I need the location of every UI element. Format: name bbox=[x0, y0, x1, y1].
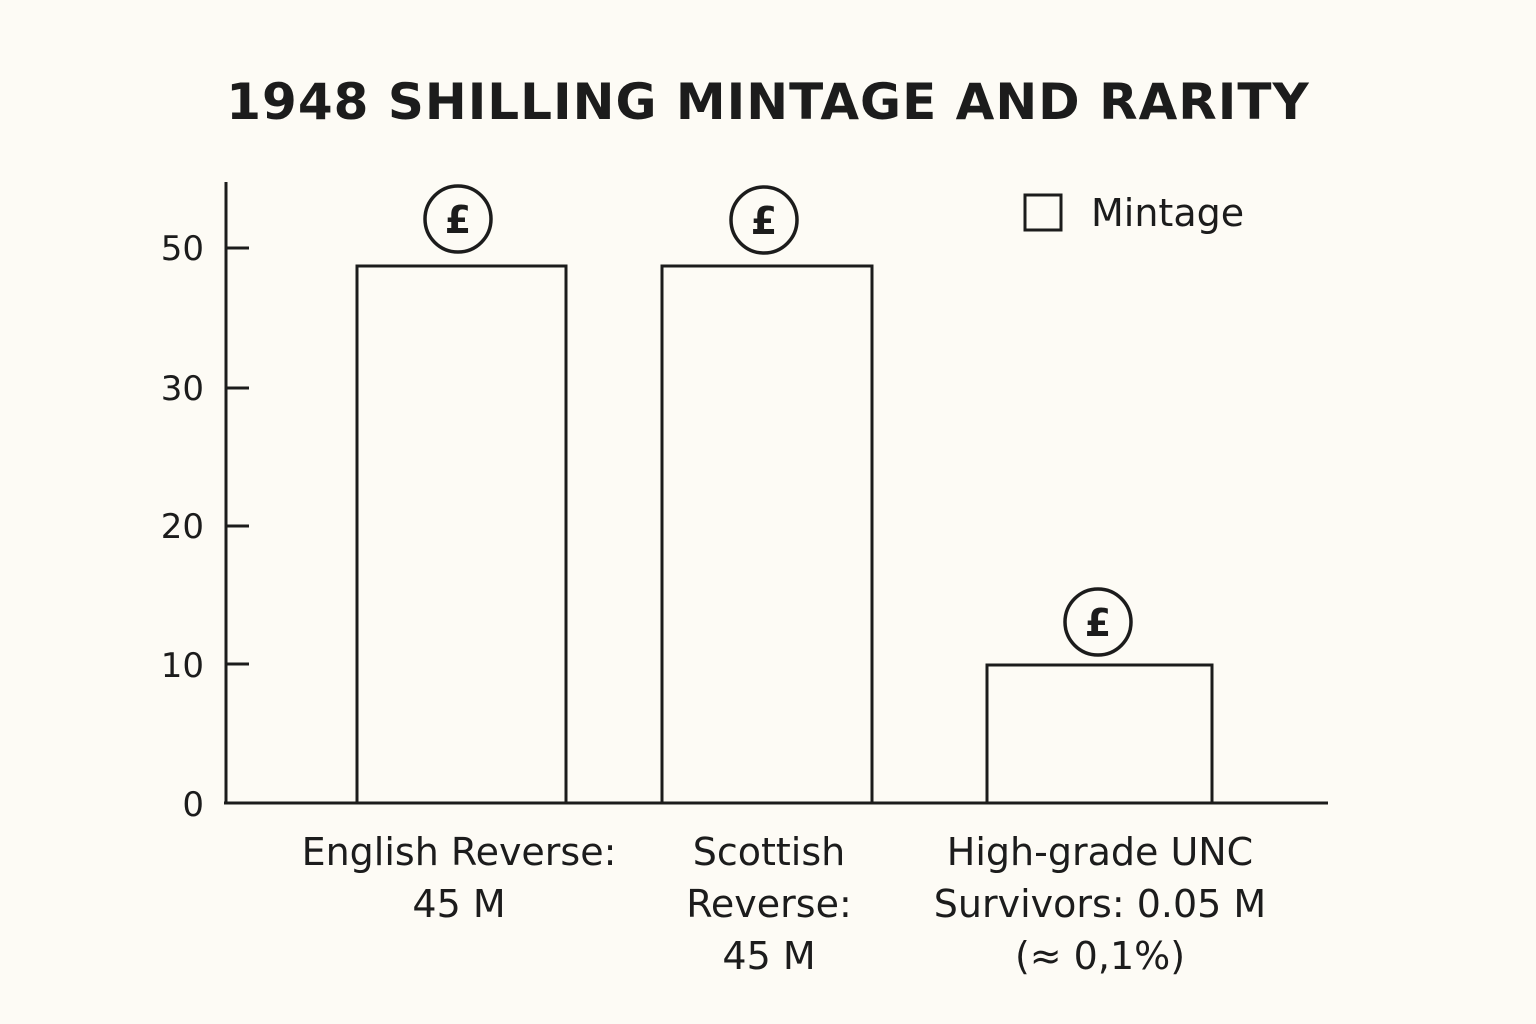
x-label-line: Reverse: bbox=[686, 882, 852, 926]
pound-coin-icon: £ bbox=[729, 185, 799, 255]
x-label-high-grade-unc-survivors: High-grade UNC Survivors: 0.05 M (≈ 0,1%… bbox=[900, 826, 1300, 982]
y-tick-label: 30 bbox=[161, 369, 204, 409]
x-label-line: 45 M bbox=[412, 882, 506, 926]
svg-text:£: £ bbox=[751, 199, 777, 243]
pound-coin-icon: £ bbox=[423, 184, 493, 254]
chart-title: 1948 SHILLING MINTAGE AND RARITY bbox=[226, 73, 1310, 131]
x-label-line: 45 M bbox=[722, 934, 816, 978]
svg-text:£: £ bbox=[445, 198, 471, 242]
x-label-line: (≈ 0,1%) bbox=[1014, 934, 1186, 978]
y-tick-label: 0 bbox=[182, 785, 204, 825]
x-label-line: Survivors: 0.05 M bbox=[933, 882, 1267, 926]
legend: Mintage bbox=[1023, 191, 1244, 235]
legend-swatch-icon bbox=[1023, 193, 1063, 232]
y-tick-label: 20 bbox=[161, 507, 204, 547]
bar-high-grade-unc-survivors[interactable] bbox=[985, 663, 1214, 805]
y-tick-label: 10 bbox=[161, 646, 204, 686]
legend-label: Mintage bbox=[1091, 191, 1244, 235]
y-tick-labels: 50 30 20 10 0 bbox=[161, 229, 204, 825]
bar-scottish-reverse[interactable] bbox=[660, 264, 874, 805]
y-ticks bbox=[226, 246, 249, 666]
x-label-scottish-reverse: Scottish Reverse: 45 M bbox=[619, 826, 919, 982]
x-label-line: English Reverse: bbox=[301, 830, 617, 874]
x-label-english-reverse: English Reverse: 45 M bbox=[264, 826, 654, 930]
svg-text:£: £ bbox=[1085, 601, 1111, 645]
pound-coin-icon: £ bbox=[1063, 587, 1133, 657]
x-label-line: Scottish bbox=[692, 830, 846, 874]
x-label-line: High-grade UNC bbox=[946, 830, 1254, 874]
y-tick-label: 50 bbox=[161, 229, 204, 269]
bar-english-reverse[interactable] bbox=[355, 264, 568, 805]
